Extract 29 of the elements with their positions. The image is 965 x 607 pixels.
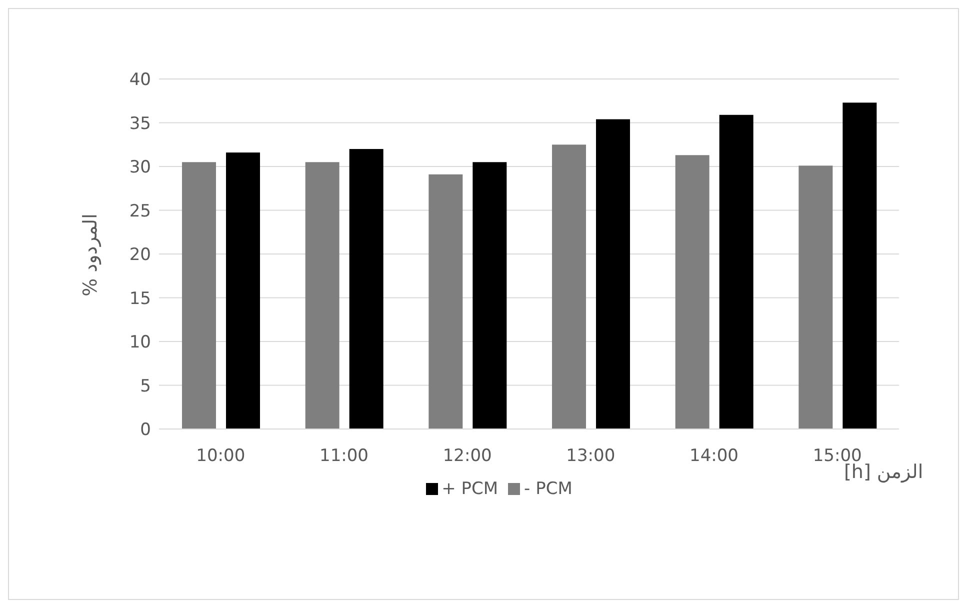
bar	[675, 155, 710, 429]
y-tick-label: 5	[140, 376, 151, 396]
bar	[428, 174, 463, 429]
y-tick-label: 35	[129, 114, 151, 134]
bar	[305, 162, 340, 429]
y-axis-title: المردود %	[79, 214, 102, 296]
y-tick-label: 30	[129, 158, 151, 178]
bar	[719, 114, 754, 429]
y-tick-label: 10	[129, 332, 151, 353]
y-tick-label: 20	[129, 245, 151, 266]
bar	[552, 144, 586, 429]
y-tick-label: 0	[140, 420, 151, 440]
bar	[182, 162, 216, 429]
bar	[798, 166, 833, 429]
bar	[472, 162, 507, 429]
y-tick-label: 25	[129, 201, 151, 222]
legend-label: + PCM	[442, 479, 498, 499]
x-tick-label: 10:00	[196, 446, 246, 466]
legend-label: - PCM	[524, 479, 572, 499]
y-tick-label: 15	[129, 288, 151, 309]
bar	[226, 152, 260, 429]
bar	[596, 119, 630, 429]
bar	[842, 102, 877, 429]
y-tick-label: 40	[129, 70, 151, 90]
bar	[349, 149, 384, 429]
x-tick-label: 12:00	[442, 446, 492, 466]
x-tick-label: 14:00	[690, 446, 738, 466]
x-tick-label: 11:00	[320, 446, 368, 466]
x-tick-label: 13:00	[566, 446, 616, 466]
